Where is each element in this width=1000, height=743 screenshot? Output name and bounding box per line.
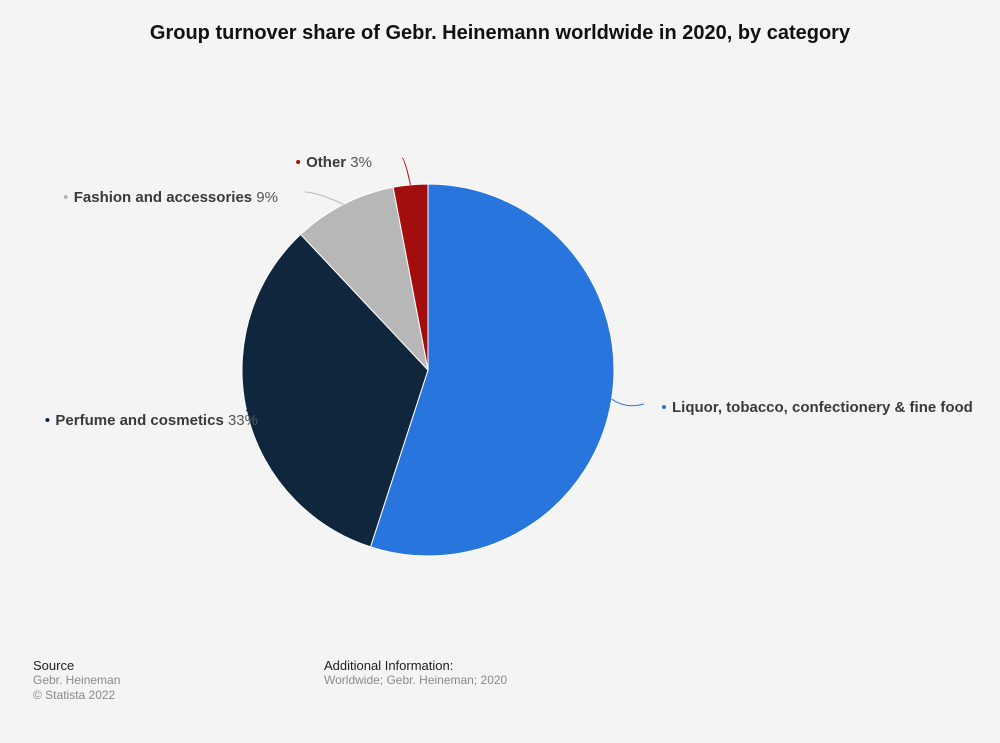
slice-label-value: 3% — [346, 154, 372, 171]
pie-slices — [241, 183, 615, 557]
additional-info-text: Worldwide; Gebr. Heineman; 2020 — [324, 673, 508, 687]
slice-label-3: Fashion and accessories 9% — [74, 189, 278, 206]
slice-label-name: Perfume and cosmetics — [55, 412, 223, 429]
legend-bullet-1 — [662, 405, 666, 409]
copyright-text: © Statista 2022 — [33, 688, 116, 702]
chart-title: Group turnover share of Gebr. Heinemann … — [149, 22, 851, 44]
legend-bullet-2 — [45, 418, 50, 422]
slice-label-2: Perfume and cosmetics 33% — [55, 412, 258, 429]
slice-label-1: Liquor, tobacco, confectionery & fine fo… — [672, 399, 973, 416]
label-connectors — [245, 157, 645, 412]
additional-info-block: Additional Information: Worldwide; Gebr.… — [324, 658, 507, 688]
slice-label-value: 33% — [224, 412, 258, 429]
slice-labels: Liquor, tobacco, confectionery & fine fo… — [45, 154, 973, 429]
slice-label-name: Fashion and accessories — [74, 189, 252, 206]
source-block: Source Gebr. Heineman © Statista 2022 — [33, 658, 120, 703]
pie-slice-2 — [241, 233, 429, 548]
source-heading: Source — [33, 658, 75, 673]
legend-bullet-4 — [296, 160, 301, 164]
label-connector-2 — [245, 409, 248, 412]
pie-slice-4 — [392, 183, 429, 371]
slice-label-name: Liquor, tobacco, confectionery & fine fo… — [672, 399, 973, 416]
pie-slice-1 — [369, 183, 615, 557]
slice-label-4: Other 3% — [306, 154, 372, 171]
label-connector-1 — [611, 398, 645, 407]
legend-bullet-3 — [63, 195, 68, 199]
additional-info-heading: Additional Information: — [324, 658, 454, 673]
label-connector-4 — [401, 157, 411, 185]
slice-label-name: Other — [306, 154, 346, 171]
slice-label-value: 9% — [252, 189, 278, 206]
source-text: Gebr. Heineman — [33, 673, 121, 687]
label-connector-3 — [304, 191, 344, 205]
